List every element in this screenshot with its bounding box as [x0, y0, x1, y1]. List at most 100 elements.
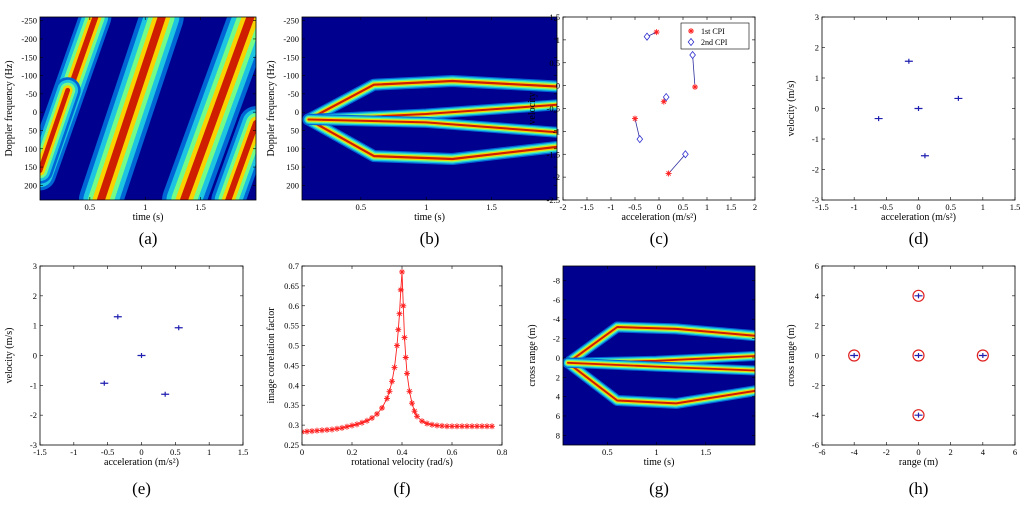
chart-d: -1.5 -1 -0.5 0 0.5 1 1.5 -3 -2 -1 0 1 2 3 acceleration…: [786, 12, 1020, 248]
data-point: [848, 349, 861, 362]
y-axis-label: cross range (m): [527, 324, 538, 386]
data-point: [391, 364, 398, 371]
y-tick-label: -2: [812, 380, 819, 390]
series-estimated: [850, 293, 987, 418]
x-tick-label: 1.5: [486, 202, 497, 212]
series-points: [100, 314, 183, 397]
data-point: [439, 422, 445, 429]
data-point: [329, 426, 335, 433]
data-point: [161, 391, 170, 397]
x-tick-label: 0.5: [356, 202, 367, 212]
y-axis-label: cross range (m): [786, 324, 797, 386]
heatmap-band: [40, 77, 81, 184]
y-tick-label: 2: [556, 372, 560, 382]
data-point: [914, 412, 923, 418]
y-tick-label: -150: [21, 52, 37, 62]
y-tick-label: 100: [286, 144, 299, 154]
data-point: [469, 423, 475, 430]
heatmap-band: [302, 113, 557, 165]
chart-b: 0.5 1 1.5 -250 -200 -150 -100 -50 0 50 100 150 200 ti…: [266, 16, 558, 248]
chart-h: -6 -4 -2 0 2 4 6 -6 -4 -2 0 2 4 6 range (m) cross range…: [786, 261, 1017, 498]
y-tick-label: 0.6: [288, 301, 299, 311]
y-tick-label: -8: [553, 276, 560, 286]
x-tick-label: 4: [981, 447, 986, 457]
x-tick-label: 1: [143, 202, 147, 212]
y-tick-label: 3: [33, 261, 37, 271]
y-tick-label: 2: [33, 291, 37, 301]
y-tick-label: 200: [286, 180, 299, 190]
band-layer: [40, 87, 71, 174]
y-tick-label: -6: [812, 440, 819, 450]
data-point: [409, 400, 415, 407]
plot-area: [563, 266, 755, 445]
y-tick-label: -2: [812, 165, 819, 175]
y-tick-label: -3: [812, 195, 819, 205]
y-tick-label: 2: [815, 321, 819, 331]
y-tick-label: -100: [283, 71, 299, 81]
y-tick-label: 0.35: [284, 400, 299, 410]
y-tick-label: 0: [556, 81, 560, 91]
y-tick-label: 4: [815, 291, 820, 301]
y-tick-label: 0: [815, 351, 819, 361]
heatmap-band: [563, 357, 755, 409]
data-point: [912, 409, 925, 422]
x-tick-label: 1: [981, 202, 985, 212]
y-tick-label: 2: [815, 43, 819, 53]
plot-area: [302, 17, 557, 200]
data-point: [429, 421, 435, 428]
series-true: [848, 289, 989, 422]
y-tick-label: 1.5: [549, 12, 560, 22]
data-point: [113, 314, 122, 320]
y-axis-label: Doppler frequency (Hz): [266, 60, 277, 156]
data-point: [874, 116, 883, 122]
plot-area: [40, 17, 256, 200]
plot-area: [40, 266, 243, 445]
chart-e: -1.5 -1 -0.5 0 0.5 1 1.5 -3 -2 -1 0 1 2 3 acceleration…: [4, 261, 248, 498]
y-tick-label: -6: [553, 295, 560, 305]
data-point: [396, 310, 403, 317]
chart-f: 0 0.2 0.4 0.6 0.8 0.25 0.3 0.35 0.4 0.45 0.5 0.55 0.…: [266, 261, 507, 498]
y-tick-label: -1.5: [547, 149, 560, 159]
data-point: [384, 395, 390, 402]
y-tick-label: 100: [24, 144, 37, 154]
y-tick-label: -250: [21, 16, 37, 26]
x-tick-label: -1: [851, 202, 858, 212]
y-tick-label: 150: [24, 162, 37, 172]
legend-entry: 1st CPI: [701, 27, 725, 36]
x-axis-label: range (m): [899, 457, 938, 468]
y-tick-label: -150: [283, 52, 299, 62]
axes-frame: [39, 16, 257, 201]
y-tick-label: 6: [815, 261, 819, 271]
data-point: [688, 28, 694, 34]
x-tick-label: -0.5: [628, 202, 641, 212]
plot-area: [822, 266, 1015, 445]
band-layer: [566, 361, 755, 405]
x-tick-label: 0: [916, 447, 920, 457]
x-tick-label: 1.5: [1010, 202, 1021, 212]
data-point: [364, 417, 370, 424]
x-tick-label: 0.2: [347, 447, 358, 457]
data-point: [334, 425, 340, 432]
data-point: [419, 418, 425, 425]
data-point: [349, 422, 355, 429]
y-tick-label: -250: [283, 16, 299, 26]
x-tick-label: -6: [818, 447, 825, 457]
band-layer: [567, 361, 755, 372]
data-point: [850, 353, 859, 358]
y-tick-label: 0: [556, 353, 560, 363]
x-tick-label: 0: [300, 447, 304, 457]
x-tick-label: 1: [654, 447, 658, 457]
band-layer: [566, 326, 755, 364]
data-point: [379, 405, 385, 412]
x-tick-label: 0.5: [945, 202, 956, 212]
y-tick-label: 0: [33, 351, 37, 361]
x-axis-label: time (s): [644, 457, 675, 468]
axes-frame: [301, 16, 558, 201]
data-point: [404, 370, 410, 377]
data-point: [402, 354, 409, 361]
panel-caption: (f): [394, 479, 411, 498]
band-layer: [96, 17, 166, 200]
data-point: [912, 289, 925, 302]
plot-area: [822, 17, 1015, 200]
